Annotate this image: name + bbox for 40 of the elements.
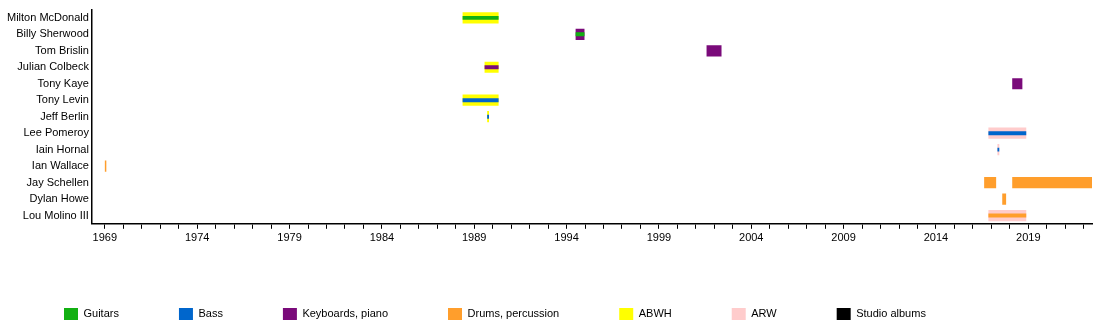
- bar: [462, 15, 499, 20]
- legend-label: Keyboards, piano: [302, 307, 389, 320]
- legend-label: ARW: [751, 307, 778, 320]
- x-tick-label: 2014: [923, 231, 949, 244]
- y-tick-label: Lou Molino III: [22, 208, 89, 221]
- bar: [984, 177, 997, 189]
- y-tick-label: Tony Levin: [36, 93, 89, 106]
- y-tick-label: Milton McDonald: [7, 10, 89, 23]
- y-tick-label: Lee Pomeroy: [23, 126, 90, 139]
- y-tick-label: Tom Brislin: [35, 43, 89, 56]
- y-tick-label: Jeff Berlin: [40, 109, 89, 122]
- y-tick-label: Tony Kaye: [37, 76, 89, 89]
- x-tick-label: 2004: [739, 231, 764, 244]
- bar: [706, 45, 722, 57]
- x-tick-label: 1974: [184, 231, 210, 244]
- y-tick-label: Julian Colbeck: [17, 60, 90, 73]
- x-tick-label: 1999: [646, 231, 672, 244]
- y-tick-label: Iain Hornal: [35, 142, 89, 155]
- y-tick-label: Ian Wallace: [31, 159, 89, 172]
- y-tick-label: Jay Schellen: [26, 175, 89, 188]
- legend-label: Bass: [198, 307, 224, 320]
- legend-label: Drums, percussion: [467, 307, 560, 320]
- x-tick-label: 2019: [1016, 231, 1041, 244]
- y-tick-label: Billy Sherwood: [16, 27, 89, 40]
- bar: [988, 131, 1027, 136]
- x-tick-label: 1984: [369, 231, 395, 244]
- y-tick-label: Dylan Howe: [29, 192, 89, 205]
- x-tick-label: 1989: [461, 231, 487, 244]
- bar: [462, 98, 499, 103]
- legend-label: ABWH: [638, 307, 672, 320]
- x-tick-label: 1994: [554, 231, 579, 244]
- legend-label: Studio albums: [856, 307, 927, 320]
- x-tick-label: 1979: [277, 231, 302, 244]
- bar: [1002, 193, 1007, 205]
- x-tick-label: 1969: [92, 231, 118, 244]
- x-tick-label: 2009: [831, 231, 856, 244]
- bar: [1012, 78, 1023, 90]
- legend-label: Guitars: [83, 307, 120, 320]
- bar: [575, 32, 585, 37]
- bar: [1012, 177, 1092, 189]
